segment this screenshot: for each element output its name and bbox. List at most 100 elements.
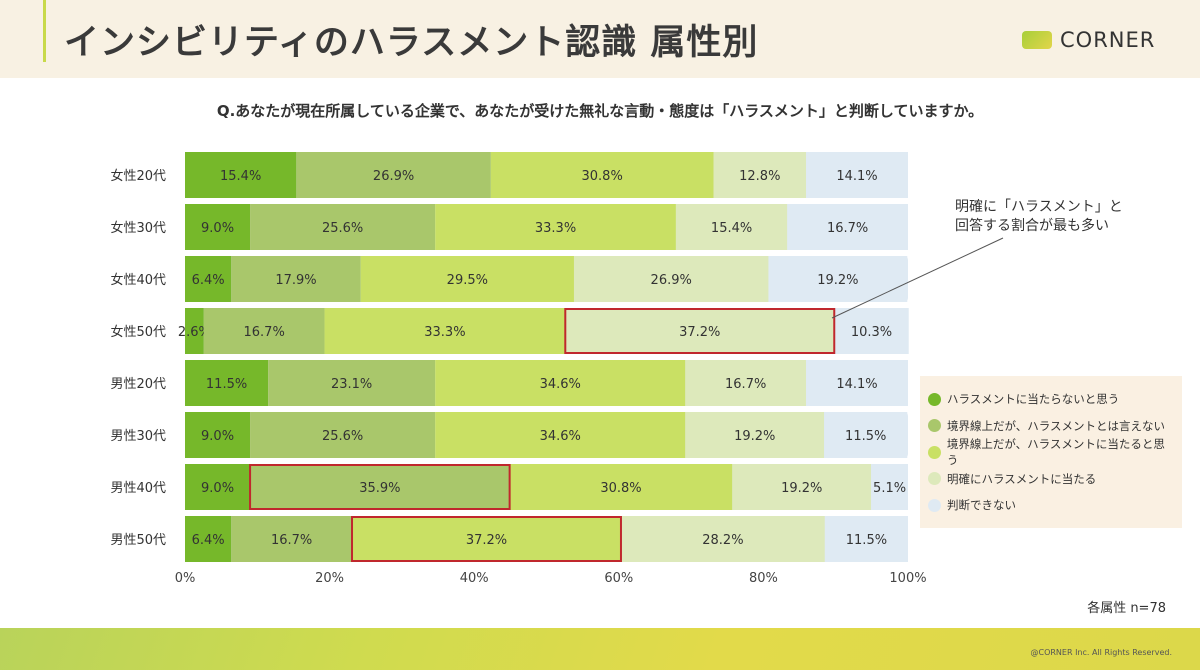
data-label: 11.5% — [846, 533, 887, 548]
bar-segment — [185, 204, 251, 250]
data-label: 9.0% — [201, 429, 234, 444]
annotation-line: 明確に「ハラスメント」と — [955, 199, 1123, 215]
data-label: 26.9% — [373, 169, 414, 184]
data-label: 2.6% — [178, 325, 211, 340]
data-label: 16.7% — [244, 325, 285, 340]
annotation: 明確に「ハラスメント」と 回答する割合が最も多い — [955, 198, 1123, 236]
data-label: 19.2% — [817, 273, 858, 288]
category-label: 男性30代 — [110, 429, 166, 444]
legend-swatch-icon — [928, 419, 941, 433]
copyright: @CORNER Inc. All Rights Reserved. — [1030, 648, 1172, 657]
data-label: 37.2% — [679, 325, 720, 340]
data-label: 6.4% — [192, 533, 225, 548]
data-label: 28.2% — [702, 533, 743, 548]
data-label: 25.6% — [322, 429, 363, 444]
bar-segment — [185, 412, 251, 458]
data-label: 12.8% — [739, 169, 780, 184]
legend: ハラスメントに当たらないと思う 境界線上だが、ハラスメントとは言えない 境界線上だが… — [920, 376, 1182, 528]
data-label: 37.2% — [466, 533, 507, 548]
bar-segment — [732, 464, 872, 510]
category-label: 男性20代 — [110, 377, 166, 392]
data-label: 11.5% — [206, 377, 247, 392]
data-label: 25.6% — [322, 221, 363, 236]
bar-segment — [352, 516, 621, 562]
logo: CORNER — [1022, 28, 1155, 52]
bar-segment — [231, 256, 361, 302]
bar-segment — [185, 256, 232, 302]
bar-segment — [675, 204, 788, 250]
x-tick-label: 0% — [175, 571, 196, 586]
data-label: 6.4% — [192, 273, 225, 288]
bar-segment — [268, 360, 436, 406]
data-label: 35.9% — [359, 481, 400, 496]
data-label: 15.4% — [220, 169, 261, 184]
bar-segment — [185, 308, 204, 354]
legend-label: 明確にハラスメントに当たる — [947, 471, 1097, 486]
x-tick-label: 100% — [889, 571, 926, 586]
bar-segment — [806, 360, 908, 406]
legend-item: 判断できない — [928, 492, 1174, 519]
bar-segment — [296, 152, 491, 198]
bar-segment — [806, 152, 908, 198]
data-label: 5.1% — [873, 481, 906, 496]
data-label: 17.9% — [275, 273, 316, 288]
bar-segment — [565, 308, 835, 354]
bar-segment — [250, 204, 436, 250]
data-label: 9.0% — [201, 221, 234, 236]
legend-label: 境界線上だが、ハラスメントに当たると思う — [946, 437, 1165, 468]
category-label: 女性20代 — [110, 168, 166, 184]
category-label: 男性40代 — [110, 481, 166, 496]
data-label: 33.3% — [535, 221, 576, 236]
data-label: 15.4% — [711, 221, 752, 236]
bar-segment — [435, 204, 676, 250]
data-label: 19.2% — [734, 429, 775, 444]
bar-segment — [185, 464, 251, 510]
data-label: 30.8% — [600, 481, 641, 496]
bar-segment — [435, 360, 686, 406]
bar-segment — [824, 516, 908, 562]
bar-segment — [573, 256, 769, 302]
data-label: 16.7% — [725, 377, 766, 392]
data-label: 16.7% — [271, 533, 312, 548]
bar-segment — [435, 412, 686, 458]
bar-segment — [871, 464, 908, 510]
bar-segment — [768, 256, 908, 302]
data-label: 16.7% — [827, 221, 868, 236]
page-title: インシビリティのハラスメント認識 属性別 — [64, 23, 759, 63]
data-label: 34.6% — [540, 377, 581, 392]
logo-text: CORNER — [1060, 28, 1156, 52]
legend-item: ハラスメントに当たらないと思う — [928, 386, 1174, 413]
bar-segment — [360, 256, 574, 302]
data-label: 23.1% — [331, 377, 372, 392]
x-tick-label: 20% — [315, 571, 344, 586]
data-label: 9.0% — [201, 481, 234, 496]
data-label: 10.3% — [851, 325, 892, 340]
logo-mark-icon — [1022, 31, 1052, 49]
bar-segment — [185, 516, 232, 562]
legend-swatch-icon — [928, 445, 941, 459]
legend-label: 判断できない — [947, 498, 1016, 513]
bar-segment — [787, 204, 908, 250]
accent-bar — [43, 0, 46, 62]
category-label: 女性40代 — [110, 272, 166, 288]
bar-segment — [834, 308, 909, 354]
data-label: 34.6% — [540, 429, 581, 444]
legend-item: 明確にハラスメントに当たる — [928, 466, 1174, 493]
bar-segment — [185, 360, 269, 406]
bar-segment — [685, 412, 825, 458]
x-tick-label: 80% — [749, 571, 778, 586]
question-text: Q.あなたが現在所属している企業で、あなたが受けた無礼な言動・態度は「ハラスメン… — [216, 102, 984, 120]
legend-item: 境界線上だが、ハラスメントとは言えない — [928, 413, 1174, 440]
data-label: 29.5% — [447, 273, 488, 288]
legend-item: 境界線上だが、ハラスメントに当たると思う — [928, 437, 1174, 468]
x-tick-label: 40% — [460, 571, 489, 586]
data-label: 14.1% — [836, 377, 877, 392]
bar-segment — [490, 152, 714, 198]
annotation-line: 回答する割合が最も多い — [955, 218, 1109, 234]
legend-swatch-icon — [928, 392, 941, 406]
data-label: 30.8% — [582, 169, 623, 184]
data-label: 19.2% — [781, 481, 822, 496]
category-label: 女性50代 — [110, 324, 166, 340]
highlight-box — [249, 464, 511, 510]
header: インシビリティのハラスメント認識 属性別 CORNER — [0, 0, 1200, 78]
